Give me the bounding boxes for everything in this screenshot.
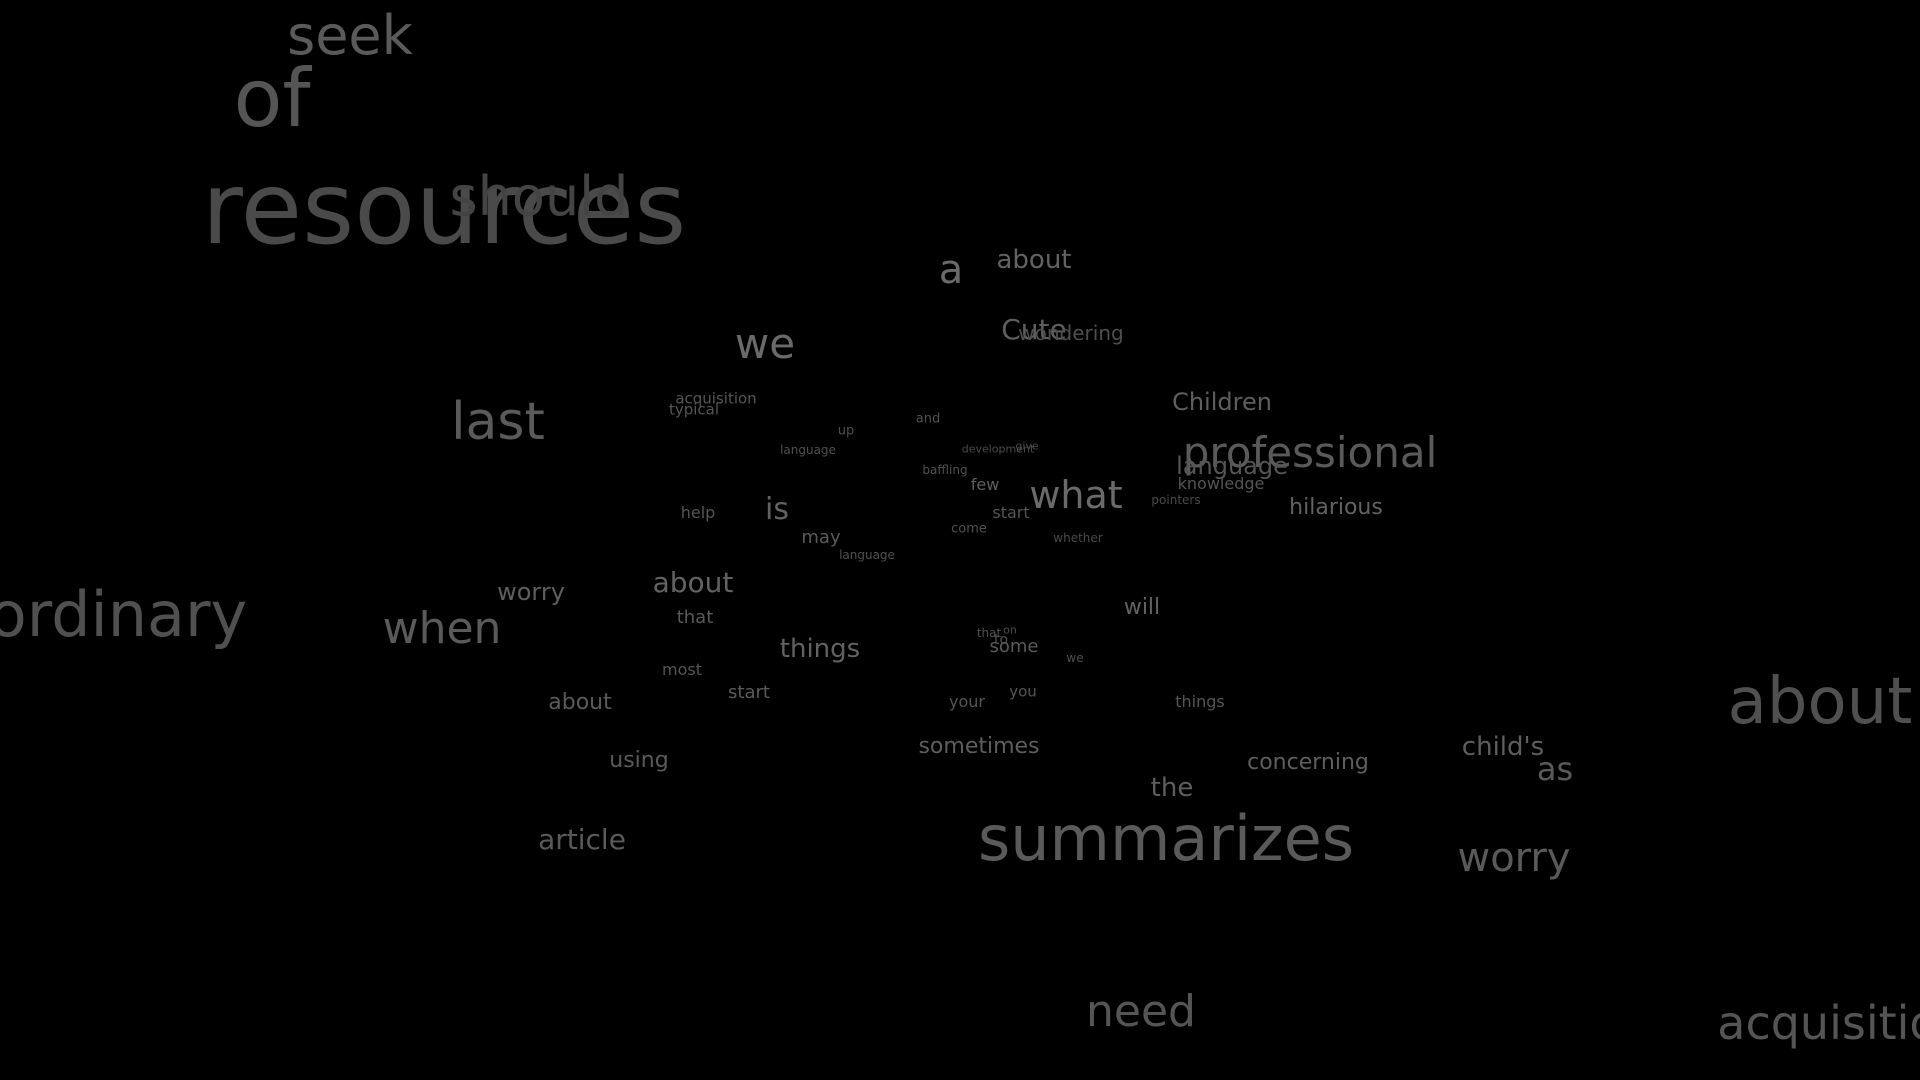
word-concerning: concerning	[1247, 750, 1369, 775]
word-seek: seek	[287, 4, 413, 67]
word-is: is	[765, 492, 789, 527]
word-resources: resources	[201, 150, 687, 267]
word-worry: worry	[497, 578, 565, 606]
word-that: that	[676, 607, 714, 628]
word-worry: worry	[1457, 835, 1571, 881]
word-about: about	[996, 245, 1072, 275]
word-start: start	[992, 503, 1030, 522]
word-last: last	[451, 392, 545, 452]
word-typical: typical	[668, 400, 720, 419]
word-professional: professional	[1182, 428, 1438, 477]
word-should: should	[449, 165, 629, 228]
word-whether: whether	[1053, 531, 1103, 545]
word-baffling: baffling	[922, 463, 968, 477]
word-few: few	[970, 475, 1000, 494]
word-language: language	[780, 443, 836, 457]
word-need: need	[1086, 986, 1196, 1037]
word-development: development	[961, 442, 1035, 456]
word-childs: child's	[1461, 732, 1545, 762]
word-summarizes: summarizes	[977, 802, 1355, 875]
word-acquisition: acquisition	[1717, 996, 1920, 1050]
word-language: language	[839, 548, 895, 562]
word-when: when	[382, 603, 502, 654]
word-knowledge: knowledge	[1177, 474, 1265, 493]
word-of: of	[233, 52, 311, 145]
word-as: as	[1536, 750, 1574, 788]
word-the: the	[1150, 773, 1194, 803]
word-to: to	[993, 632, 1009, 648]
word-most: most	[662, 660, 702, 679]
word-about: about	[652, 566, 734, 599]
word-on: on	[1003, 623, 1017, 637]
word-children: Children	[1172, 388, 1272, 416]
word-cute: Cute	[1001, 313, 1067, 346]
word-you: you	[1009, 682, 1037, 701]
word-may: may	[801, 527, 841, 548]
word-come: come	[951, 521, 987, 537]
word-give: give	[1015, 439, 1039, 453]
word-things: things	[779, 634, 861, 664]
word-we: we	[1066, 651, 1084, 665]
word-things: things	[1175, 692, 1225, 711]
word-help: help	[680, 503, 716, 522]
word-using: using	[609, 748, 669, 773]
word-pointers: pointers	[1151, 493, 1201, 507]
word-we: we	[734, 319, 796, 368]
word-a: a	[938, 247, 964, 293]
word-and: and	[915, 411, 941, 427]
word-wondering: wondering	[1018, 321, 1124, 345]
word-up: up	[837, 423, 855, 439]
word-ordinary: ordinary	[0, 578, 248, 651]
word-about: about	[548, 690, 612, 715]
word-what: what	[1029, 473, 1123, 517]
word-that: that	[976, 626, 1002, 640]
word-acquisition: acquisition	[675, 389, 757, 408]
word-will: will	[1123, 595, 1161, 620]
word-hilarious: hilarious	[1289, 495, 1383, 520]
word-start: start	[728, 682, 770, 703]
word-article: article	[538, 823, 626, 856]
word-your: your	[949, 692, 985, 711]
word-some: some	[989, 636, 1039, 657]
word-sometimes: sometimes	[918, 734, 1040, 759]
word-language: language	[1176, 452, 1288, 480]
word-about: about	[1727, 665, 1913, 739]
